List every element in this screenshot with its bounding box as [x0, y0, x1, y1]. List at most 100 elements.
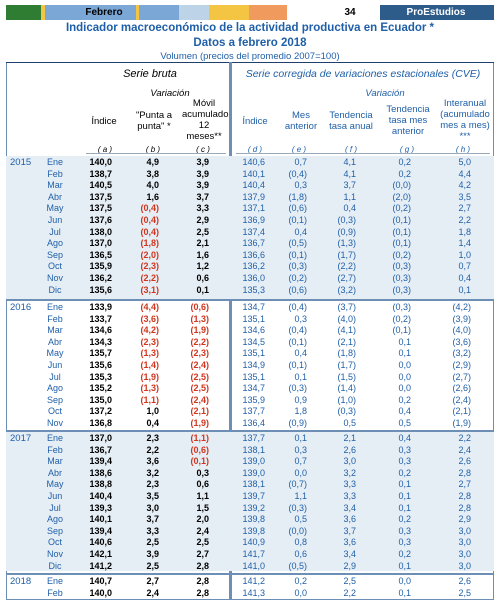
table-cell: 0,0: [398, 360, 411, 370]
year-separator: [6, 299, 494, 301]
table-cell: 3,7: [343, 180, 356, 191]
month-label: Oct: [47, 261, 62, 272]
year-label: 2017: [10, 433, 32, 444]
table-cell: (0,6): [288, 284, 307, 295]
month-label: Mar: [47, 456, 63, 467]
table-row: Jun 140,4 3,5 1,1 139,7 1,1 3,3 0,1 2,8: [6, 491, 494, 503]
table-row: Ago 135,2 (1,3) (2,5) 134,7 (0,3) (1,4) 0,0 (2,6…: [6, 383, 494, 395]
table-cell: 137,5: [89, 191, 112, 202]
table-cell: 140,1: [242, 168, 265, 179]
table-cell: 2,6: [458, 576, 471, 586]
title-block: Indicador macroeconómico de la actividad…: [6, 21, 494, 63]
table-row: May 135,7 (1,3) (2,3) 135,1 0,4 (1,8) 0,1 (3,2): [6, 348, 494, 360]
table-cell: 135,3: [89, 371, 112, 382]
page-subtitle: Datos a febrero 2018: [193, 37, 307, 49]
table-cell: 0,6: [196, 273, 209, 283]
table-cell: (4,0): [452, 325, 471, 336]
table-cell: 3,7: [146, 514, 159, 525]
col-letter: ( f ): [345, 145, 357, 154]
table-cell: 0,1: [398, 560, 411, 571]
table-cell: 139,0: [242, 467, 265, 478]
table-cell: 134,5: [242, 336, 265, 347]
table-cell: 4,1: [343, 168, 356, 179]
table-cell: 139,8: [242, 514, 265, 525]
table-row: Oct 135,9 (2,3) 1,2 136,2 (0,3) (2,2) (0,3) 0,7: [6, 261, 494, 273]
year-band: [6, 156, 494, 299]
table-cell: 0,2: [398, 168, 411, 179]
month-label: Feb: [47, 587, 63, 598]
table-cell: 3,0: [458, 525, 471, 536]
table-cell: 0,1: [196, 284, 209, 295]
table-cell: (1,0): [337, 394, 356, 405]
table-cell: 4,0: [146, 180, 159, 191]
table-cell: 1,1: [196, 491, 209, 501]
month-label: Jul: [49, 371, 61, 382]
col-movil: Móvil acumulado 12 meses**: [182, 98, 229, 142]
table-cell: (0,4): [288, 302, 307, 312]
table-cell: (0,0): [288, 525, 307, 536]
month-label: Sep: [46, 249, 63, 260]
table-cell: (0,1): [392, 238, 411, 249]
table-cell: 2,8: [458, 467, 471, 478]
table-cell: 135,7: [89, 348, 112, 359]
month-label: Ene: [46, 576, 63, 586]
table-cell: 2,7: [196, 549, 209, 559]
table-cell: 136,9: [242, 215, 265, 225]
month-label: Ago: [46, 383, 63, 394]
table-cell: 0,2: [398, 514, 411, 525]
table-cell: 139,3: [89, 502, 112, 513]
serie-cve-label: Serie corregida de variaciones estaciona…: [245, 68, 481, 80]
table-cell: 2,1: [343, 433, 356, 443]
table-cell: (0,1): [288, 249, 307, 260]
col-letter: ( e ): [291, 145, 307, 154]
table-cell: 2,8: [196, 576, 209, 586]
table-cell: 140,7: [89, 576, 112, 586]
header-underline: [236, 153, 490, 154]
table-row: Feb 136,7 2,2 (0,6) 138,1 0,3 2,6 0,3 2,4: [6, 445, 494, 457]
table-cell: 137,4: [242, 226, 265, 237]
table-cell: 140,1: [89, 514, 112, 525]
table-cell: 2,6: [458, 456, 471, 467]
table-cell: 137,0: [89, 238, 112, 249]
table-cell: (0,3): [337, 406, 356, 417]
table-cell: 141,7: [242, 549, 265, 559]
table-cell: (1,7): [337, 360, 356, 370]
banner-segment: [209, 5, 249, 20]
table-row: Nov 136,2 (2,2) 0,6 136,0 (0,2) (2,7) (0,3) 0,4: [6, 273, 494, 285]
table-cell: 0,6: [294, 549, 307, 559]
table-cell: 139,7: [242, 491, 265, 501]
table-cell: (3,6): [140, 313, 159, 324]
table-cell: 0,4: [398, 433, 411, 443]
table-cell: 0,7: [294, 456, 307, 467]
table-cell: (1,1): [140, 394, 159, 405]
table-row: Feb 138,7 3,8 3,9 140,1 (0,4) 4,1 0,2 4,4: [6, 169, 494, 181]
table-row: Mar 140,5 4,0 3,9 140,4 0,3 3,7 (0,0) 4,2: [6, 180, 494, 192]
table-cell: 139,0: [242, 456, 265, 467]
table-row: Oct 140,6 2,5 2,5 140,9 0,8 3,6 0,3 3,0: [6, 537, 494, 549]
table-cell: 138,1: [242, 479, 265, 490]
table-cell: 0,4: [458, 273, 471, 283]
month-label: Dic: [48, 560, 62, 571]
table-cell: 2,2: [146, 444, 159, 455]
table-cell: 2,2: [343, 587, 356, 598]
table-cell: (1,4): [140, 360, 159, 370]
table-cell: 0,8: [294, 537, 307, 548]
brand-name: ProEstudios: [406, 7, 466, 18]
table-cell: 136,4: [242, 418, 265, 428]
table-cell: (1,9): [452, 418, 471, 428]
table-cell: (2,1): [190, 406, 209, 417]
table-cell: 136,5: [89, 249, 112, 260]
table-cell: 0,4: [294, 226, 307, 237]
table-cell: (0,6): [190, 302, 209, 312]
table-cell: 0,5: [294, 514, 307, 525]
table-cell: 0,2: [398, 394, 411, 405]
table-cell: 0,0: [398, 371, 411, 382]
table-cell: 1,0: [146, 406, 159, 417]
month-label: Sep: [46, 394, 63, 405]
table-row: Sep 139,4 3,3 2,4 139,8 (0,0) 3,7 0,3 3,0: [6, 526, 494, 538]
table-row: 2015 Ene 140,0 4,9 3,9 140,6 0,7 4,1 0,2 5,0: [6, 157, 494, 169]
table-cell: 133,9: [89, 302, 112, 312]
table-cell: 3,0: [343, 456, 356, 467]
table-cell: (0,6): [288, 203, 307, 214]
table-cell: 2,4: [458, 444, 471, 455]
